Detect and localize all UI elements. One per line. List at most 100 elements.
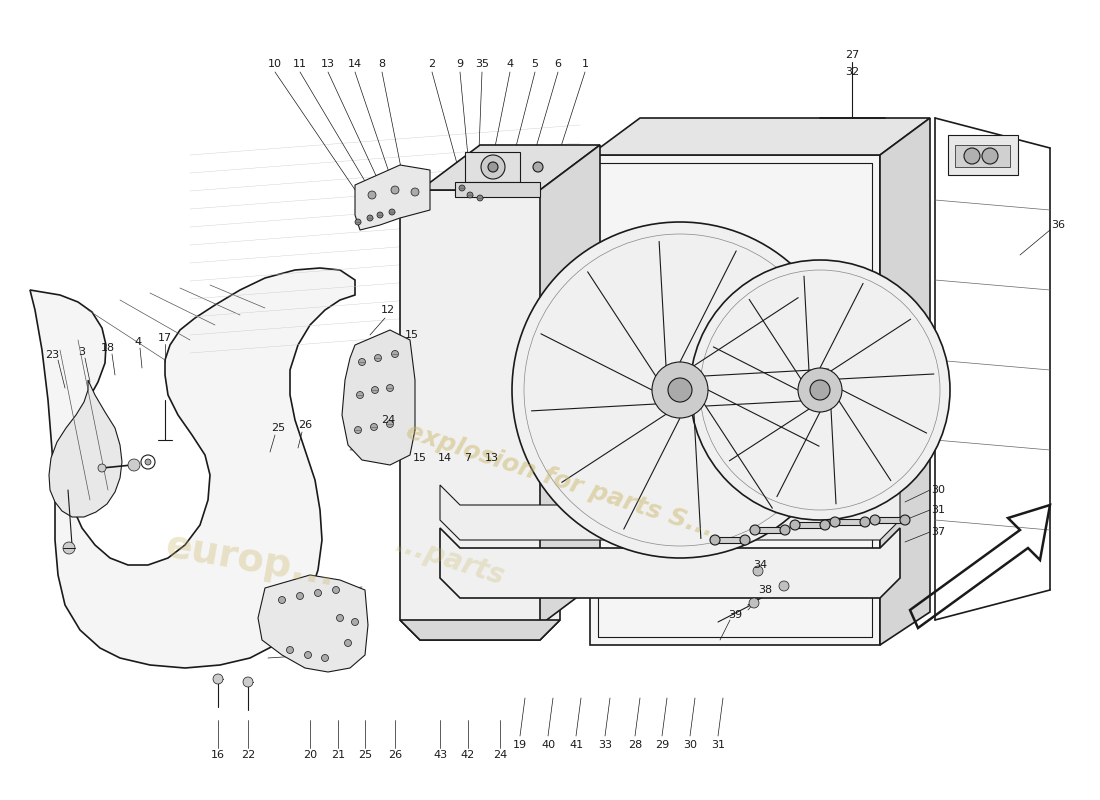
Text: 33: 33 xyxy=(598,740,612,750)
Text: ...parts: ...parts xyxy=(392,529,508,591)
Polygon shape xyxy=(590,155,880,645)
Circle shape xyxy=(790,520,800,530)
Circle shape xyxy=(386,385,394,391)
Text: 24: 24 xyxy=(493,750,507,760)
Text: 24: 24 xyxy=(381,415,395,425)
Circle shape xyxy=(749,598,759,608)
Text: 30: 30 xyxy=(683,740,697,750)
Text: 38: 38 xyxy=(758,585,772,595)
Text: 14: 14 xyxy=(438,453,452,463)
Text: 43: 43 xyxy=(433,750,447,760)
Circle shape xyxy=(710,535,720,545)
Circle shape xyxy=(305,651,311,658)
Circle shape xyxy=(860,517,870,527)
Circle shape xyxy=(377,212,383,218)
Polygon shape xyxy=(400,620,560,640)
Text: 2: 2 xyxy=(428,59,436,69)
Circle shape xyxy=(798,368,842,412)
Text: 28: 28 xyxy=(628,740,642,750)
Text: 34: 34 xyxy=(752,560,767,570)
Circle shape xyxy=(652,362,708,418)
Circle shape xyxy=(355,219,361,225)
Circle shape xyxy=(213,674,223,684)
Circle shape xyxy=(982,148,998,164)
Circle shape xyxy=(354,426,362,434)
Circle shape xyxy=(321,654,329,662)
Text: 39: 39 xyxy=(728,610,743,620)
Circle shape xyxy=(368,191,376,199)
Bar xyxy=(755,527,785,533)
Circle shape xyxy=(512,222,848,558)
Circle shape xyxy=(315,590,321,597)
Text: 32: 32 xyxy=(845,67,859,77)
Text: 36: 36 xyxy=(1050,220,1065,230)
Text: 22: 22 xyxy=(241,750,255,760)
Circle shape xyxy=(964,148,980,164)
Circle shape xyxy=(830,517,840,527)
Circle shape xyxy=(900,515,910,525)
Bar xyxy=(874,517,905,523)
Text: 10: 10 xyxy=(268,59,282,69)
Bar xyxy=(835,519,865,525)
Polygon shape xyxy=(440,485,900,540)
Text: 19: 19 xyxy=(513,740,527,750)
Text: 13: 13 xyxy=(321,59,336,69)
Bar xyxy=(455,182,540,197)
Circle shape xyxy=(389,209,395,215)
Circle shape xyxy=(477,195,483,201)
Text: 7: 7 xyxy=(464,453,472,463)
Text: 18: 18 xyxy=(101,343,116,353)
Text: 37: 37 xyxy=(931,527,945,537)
Circle shape xyxy=(459,185,465,191)
Bar xyxy=(955,145,1010,167)
Text: 40: 40 xyxy=(541,740,556,750)
Text: 8: 8 xyxy=(378,59,386,69)
Circle shape xyxy=(359,358,365,366)
Circle shape xyxy=(820,520,830,530)
Circle shape xyxy=(468,192,473,198)
Bar xyxy=(715,537,745,543)
Text: 11: 11 xyxy=(293,59,307,69)
Text: 41: 41 xyxy=(569,740,583,750)
Text: 21: 21 xyxy=(331,750,345,760)
Circle shape xyxy=(870,515,880,525)
Circle shape xyxy=(534,162,543,172)
Circle shape xyxy=(243,677,253,687)
Text: 23: 23 xyxy=(45,350,59,360)
Circle shape xyxy=(780,525,790,535)
Text: 5: 5 xyxy=(531,59,539,69)
Circle shape xyxy=(690,260,950,520)
Bar xyxy=(795,522,825,528)
Circle shape xyxy=(488,162,498,172)
Circle shape xyxy=(390,186,399,194)
Text: 20: 20 xyxy=(302,750,317,760)
Circle shape xyxy=(810,380,830,400)
Circle shape xyxy=(371,423,377,430)
Circle shape xyxy=(344,639,352,646)
Text: explosion for parts S...: explosion for parts S... xyxy=(403,418,717,542)
Circle shape xyxy=(386,421,394,427)
Circle shape xyxy=(128,459,140,471)
Text: 25: 25 xyxy=(271,423,285,433)
Polygon shape xyxy=(540,145,600,625)
Text: 42: 42 xyxy=(461,750,475,760)
Text: 30: 30 xyxy=(931,485,945,495)
Polygon shape xyxy=(30,268,355,668)
Text: 31: 31 xyxy=(711,740,725,750)
Circle shape xyxy=(352,618,359,626)
Circle shape xyxy=(332,586,340,594)
Circle shape xyxy=(297,593,304,599)
Bar xyxy=(948,135,1018,175)
Text: 1: 1 xyxy=(582,59,588,69)
Circle shape xyxy=(286,646,294,654)
Circle shape xyxy=(481,155,505,179)
Circle shape xyxy=(372,386,378,394)
Circle shape xyxy=(668,378,692,402)
Text: 4: 4 xyxy=(134,337,142,347)
Circle shape xyxy=(754,566,763,576)
Polygon shape xyxy=(400,190,560,640)
Circle shape xyxy=(779,581,789,591)
Circle shape xyxy=(740,535,750,545)
Text: 6: 6 xyxy=(554,59,561,69)
Text: 29: 29 xyxy=(654,740,669,750)
